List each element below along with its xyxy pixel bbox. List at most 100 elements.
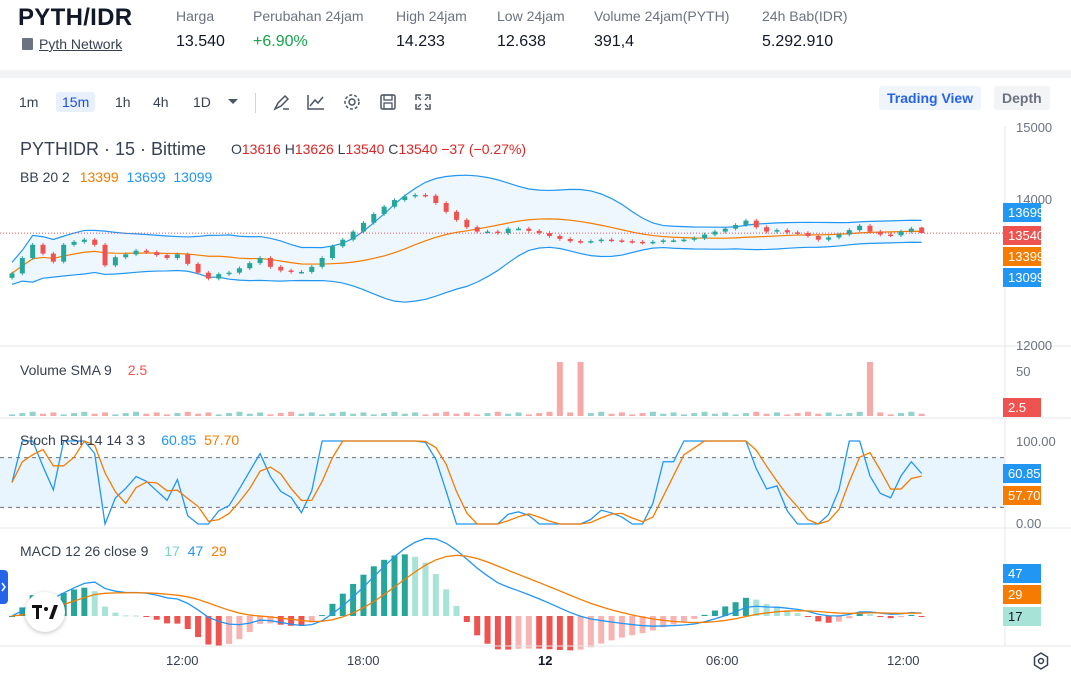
- trading-view-button[interactable]: Trading View: [879, 86, 982, 110]
- macd-hist-bar: [381, 559, 388, 616]
- timeframe-4h[interactable]: 4h: [153, 94, 169, 110]
- side-panel-handle[interactable]: [0, 570, 8, 604]
- volume-bar: [50, 412, 57, 416]
- volume-bar: [29, 411, 36, 416]
- candle-body: [236, 268, 242, 273]
- candle-body: [691, 238, 697, 240]
- macd-hist-bar: [401, 554, 408, 616]
- macd-hist-bar: [236, 616, 243, 640]
- fullscreen-icon[interactable]: [413, 92, 433, 112]
- volume-bar: [102, 412, 109, 416]
- macd-hist-bar: [722, 606, 729, 616]
- h-label: H: [284, 141, 295, 157]
- stat-label: Volume 24jam(PYTH): [594, 8, 730, 24]
- low-value: 13540: [345, 141, 385, 157]
- macd-hist-bar: [598, 616, 605, 644]
- volume-bar: [773, 412, 780, 416]
- macd-hist-bar: [629, 616, 636, 636]
- candle-body: [278, 266, 284, 271]
- time-label: 18:00: [347, 653, 380, 668]
- volume-bar: [153, 412, 160, 416]
- candle-body: [712, 231, 718, 235]
- volume-bar: [267, 414, 274, 416]
- candle-body: [877, 231, 883, 235]
- macd-hist-bar: [102, 606, 109, 616]
- macd-label: MACD 12 26 close 9: [20, 543, 149, 559]
- bb-legend: BB 20 2 13399 13699 13099: [20, 169, 212, 185]
- volume-bar: [567, 412, 574, 416]
- macd-hist-bar: [577, 616, 584, 650]
- volume-bar: [184, 411, 191, 416]
- macd-hist-bar: [639, 616, 646, 634]
- macd-hist-bar: [81, 587, 88, 616]
- volume-bar: [122, 413, 129, 416]
- header-divider: [0, 70, 1071, 78]
- candle-body: [660, 240, 666, 242]
- volume-bar: [308, 412, 315, 416]
- network-link[interactable]: Pyth Network: [22, 36, 122, 52]
- volume-bar: [515, 412, 522, 416]
- macd-hist-bar: [308, 616, 315, 623]
- settings-gear-icon[interactable]: [342, 92, 362, 112]
- axis-label-15000: 15000: [1016, 120, 1053, 135]
- macd-hist-bar: [391, 555, 398, 616]
- volume-bar: [288, 411, 295, 416]
- macd-hist-bar: [226, 616, 233, 644]
- volume-bar: [40, 413, 47, 416]
- timeframe-1h[interactable]: 1h: [115, 94, 131, 110]
- bb-label: BB 20 2: [20, 169, 70, 185]
- candle-body: [195, 263, 201, 273]
- macd-hist-bar: [846, 616, 853, 619]
- stat-low: Low 24jam 12.638: [497, 8, 565, 51]
- volume-bar: [474, 414, 481, 416]
- timeframe-1d[interactable]: 1D: [193, 94, 211, 110]
- stoch-axis-100: 100.00: [1016, 434, 1056, 449]
- indicators-icon[interactable]: [306, 92, 326, 112]
- macd-hist-bar: [288, 616, 295, 626]
- chart-area[interactable]: PYTHIDR · 15 · Bittime O13616 H13626 L13…: [0, 120, 1071, 683]
- macd-hist-bar: [567, 616, 574, 651]
- toolbar-separator: [255, 93, 256, 113]
- macd-hist-bar: [525, 616, 532, 649]
- candle-body: [112, 257, 118, 266]
- volume-bar: [908, 411, 915, 416]
- macd-pane: [9, 537, 925, 651]
- stat-volume: Volume 24jam(PYTH) 391,4: [594, 8, 729, 51]
- macd-hist-bar: [856, 613, 863, 616]
- tradingview-logo[interactable]: [25, 592, 65, 632]
- macd-hist-bar: [329, 603, 336, 616]
- volume-bar: [401, 413, 408, 416]
- volume-bar: [60, 414, 67, 416]
- depth-button[interactable]: Depth: [994, 86, 1050, 110]
- stoch-axis-0: 0.00: [1016, 516, 1042, 531]
- macd-hist-bar: [277, 616, 284, 625]
- chevron-down-icon[interactable]: [226, 94, 240, 108]
- candle-body: [722, 228, 728, 232]
- candle-body: [898, 231, 904, 236]
- timeframe-1m[interactable]: 1m: [19, 94, 39, 110]
- save-icon[interactable]: [378, 92, 398, 112]
- chart-settings-icon[interactable]: [1031, 651, 1051, 671]
- volume-bar: [91, 413, 98, 416]
- volume-bar: [742, 413, 749, 416]
- volume-bar: [453, 413, 460, 416]
- book-icon: [22, 38, 33, 50]
- close-value: 13540: [398, 141, 438, 157]
- volume-bar: [505, 413, 512, 416]
- macd-hist-bar: [680, 616, 687, 622]
- volume-bar: [711, 413, 718, 416]
- timeframe-15m[interactable]: 15m: [56, 92, 96, 112]
- volume-bar: [257, 412, 264, 416]
- stat-high: High 24jam 14.233: [396, 8, 467, 51]
- time-label: 12: [538, 653, 553, 668]
- macd-hist-bar: [422, 562, 429, 616]
- volume-bar: [753, 411, 760, 416]
- chart-canvas[interactable]: [0, 126, 1071, 683]
- stat-price: Harga 13.540: [176, 8, 225, 51]
- volume-bar: [846, 413, 853, 416]
- draw-pen-icon[interactable]: [272, 92, 292, 112]
- volume-bar: [463, 412, 470, 416]
- change-value: −37 (−0.27%): [441, 141, 527, 157]
- volume-bar: [856, 411, 863, 416]
- candle-body: [805, 233, 811, 236]
